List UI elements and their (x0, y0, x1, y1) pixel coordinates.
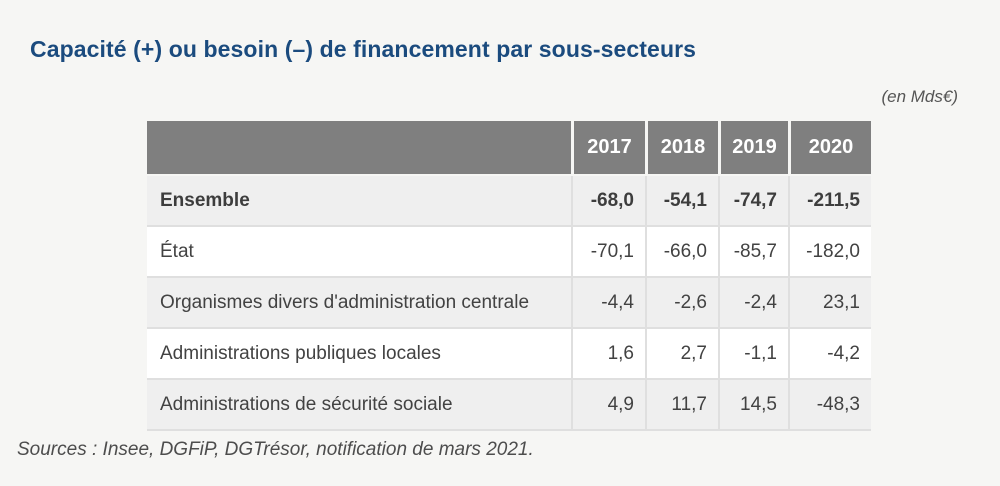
cell-value: -211,5 (788, 176, 871, 227)
header-year-2017: 2017 (571, 121, 645, 176)
row-label: État (147, 227, 571, 278)
cell-value: -70,1 (571, 227, 645, 278)
row-label: Administrations de sécurité sociale (147, 380, 571, 431)
financing-table-container: 2017 2018 2019 2020 Ensemble -68,0 -54,1… (147, 121, 871, 431)
row-label: Ensemble (147, 176, 571, 227)
cell-value: -4,4 (571, 278, 645, 329)
cell-value: 2,7 (645, 329, 718, 380)
header-year-2020: 2020 (788, 121, 871, 176)
header-year-2019: 2019 (718, 121, 788, 176)
table-row-apul: Administrations publiques locales 1,6 2,… (147, 329, 871, 380)
header-corner-cell (147, 121, 571, 176)
cell-value: -4,2 (788, 329, 871, 380)
source-note: Sources : Insee, DGFiP, DGTrésor, notifi… (17, 439, 534, 460)
header-year-2018: 2018 (645, 121, 718, 176)
table-row-ensemble: Ensemble -68,0 -54,1 -74,7 -211,5 (147, 176, 871, 227)
cell-value: -85,7 (718, 227, 788, 278)
unit-note: (en Mds€) (881, 87, 958, 106)
cell-value: -74,7 (718, 176, 788, 227)
cell-value: -2,4 (718, 278, 788, 329)
table-row-asso: Administrations de sécurité sociale 4,9 … (147, 380, 871, 431)
table-header-row: 2017 2018 2019 2020 (147, 121, 871, 176)
row-label: Organismes divers d'administration centr… (147, 278, 571, 329)
cell-value: 1,6 (571, 329, 645, 380)
cell-value: 23,1 (788, 278, 871, 329)
cell-value: -54,1 (645, 176, 718, 227)
row-label: Administrations publiques locales (147, 329, 571, 380)
cell-value: -66,0 (645, 227, 718, 278)
financing-table: 2017 2018 2019 2020 Ensemble -68,0 -54,1… (147, 121, 871, 431)
cell-value: -1,1 (718, 329, 788, 380)
cell-value: -2,6 (645, 278, 718, 329)
cell-value: -182,0 (788, 227, 871, 278)
cell-value: 14,5 (718, 380, 788, 431)
page-title: Capacité (+) ou besoin (–) de financemen… (30, 36, 697, 62)
cell-value: -48,3 (788, 380, 871, 431)
cell-value: 11,7 (645, 380, 718, 431)
cell-value: 4,9 (571, 380, 645, 431)
cell-value: -68,0 (571, 176, 645, 227)
table-row-etat: État -70,1 -66,0 -85,7 -182,0 (147, 227, 871, 278)
table-row-odac: Organismes divers d'administration centr… (147, 278, 871, 329)
